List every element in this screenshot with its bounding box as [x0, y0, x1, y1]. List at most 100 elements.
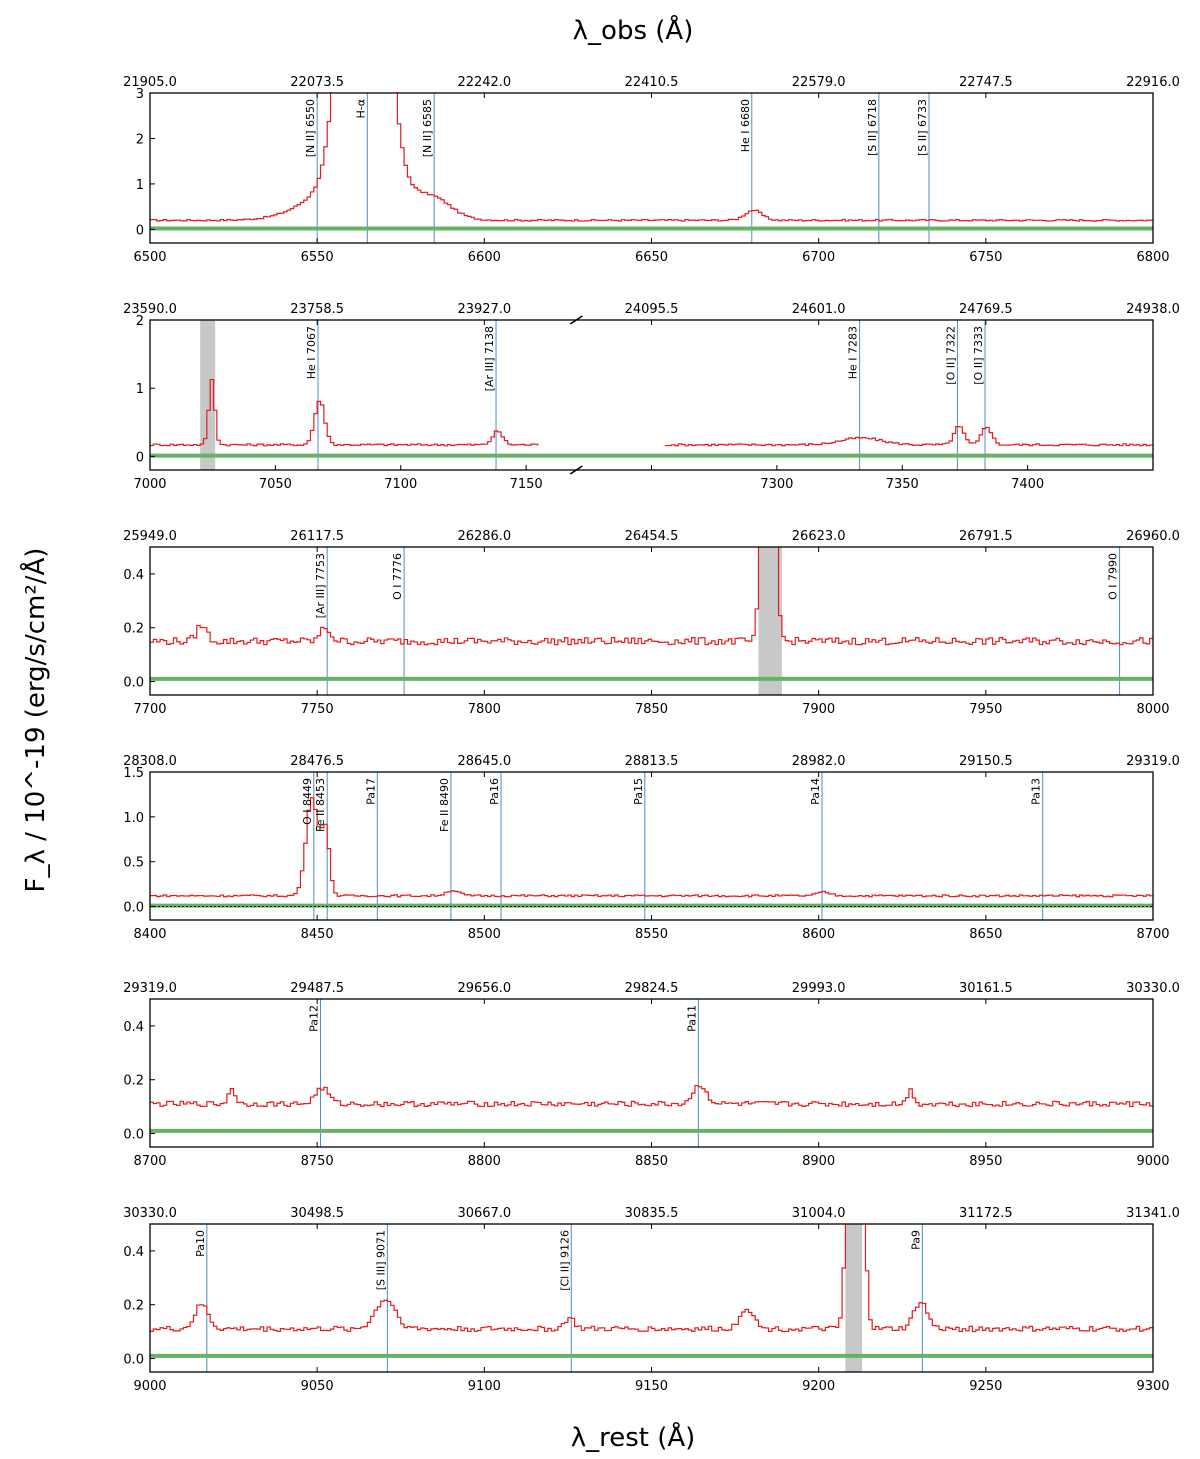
x-tick-label: 7900	[802, 702, 835, 717]
top-tick-label: 31341.0	[1126, 1206, 1180, 1221]
line-label: Pa16	[488, 778, 501, 805]
line-label: O I 8449	[301, 778, 314, 825]
line-label: [S II] 6733	[916, 99, 929, 156]
x-tick-label: 9050	[301, 1379, 334, 1394]
panel-frame	[149, 319, 1154, 471]
x-tick-label: 7950	[969, 702, 1002, 717]
x-tick-label: 9250	[969, 1379, 1002, 1394]
y-tick-label: 2	[136, 314, 144, 329]
x-tick-label: 8000	[1136, 702, 1169, 717]
x-tick-label: 8650	[969, 927, 1002, 942]
x-tick-label: 8700	[133, 1154, 166, 1169]
x-tick-label: 8450	[301, 927, 334, 942]
panel-4: O I 8449 Fe II 8453 Pa17 Fe II 8490 Pa16 Pa15…	[123, 754, 1180, 942]
line-label: Fe II 8490	[438, 778, 451, 832]
top-tick-label: 28982.0	[792, 754, 846, 769]
spectrum-line	[150, 378, 1153, 447]
y-axis-title: F_λ / 10^-19 (erg/s/cm²/Å)	[19, 548, 51, 893]
x-tick-label: 8700	[1136, 927, 1169, 942]
x-tick-label: 8550	[635, 927, 668, 942]
x-tick-label: 8750	[301, 1154, 334, 1169]
y-tick-label: 0.2	[123, 1299, 144, 1314]
top-tick-label: 25949.0	[123, 529, 177, 544]
top-tick-label: 29150.5	[959, 754, 1013, 769]
x-tick-label: 8400	[133, 927, 166, 942]
line-label: Pa12	[308, 1005, 321, 1032]
line-label: Pa17	[364, 778, 377, 805]
top-tick-label: 29487.5	[290, 981, 344, 996]
plot-area	[150, 547, 1153, 695]
top-tick-label: 26286.0	[457, 529, 511, 544]
top-tick-label: 26117.5	[290, 529, 344, 544]
line-label: [N II] 6585	[421, 99, 434, 157]
y-tick-label: 0.2	[123, 622, 144, 637]
top-tick-label: 29993.0	[792, 981, 846, 996]
spectrum-line	[150, 797, 1153, 898]
y-tick-label: 0	[136, 450, 144, 465]
panel-1: [N II] 6550 H-α [N II] 6585 He I 6680 [S II]…	[123, 75, 1180, 265]
spectrum-line	[150, 93, 1153, 222]
top-tick-label: 23927.0	[457, 302, 511, 317]
plot-area	[150, 93, 1153, 243]
line-label: He I 7283	[847, 326, 860, 379]
panel-3: [Ar III] 7753 O I 7776 O I 7990 7700 7750 780…	[123, 529, 1180, 717]
x-tick-label: 6600	[468, 250, 501, 265]
top-tick-label: 31172.5	[959, 1206, 1013, 1221]
top-tick-label: 24095.5	[625, 302, 679, 317]
line-label: [Ar III] 7753	[314, 553, 327, 618]
line-label: [S III] 9071	[374, 1230, 387, 1290]
line-label: [Ar III] 7138	[483, 326, 496, 391]
line-label: [S II] 6718	[866, 99, 879, 156]
y-tick-label: 1.5	[123, 766, 144, 781]
x-tick-label: 6750	[969, 250, 1002, 265]
top-tick-label: 24601.0	[792, 302, 846, 317]
y-tick-label: 0.0	[123, 901, 144, 916]
top-tick-label: 24938.0	[1126, 302, 1180, 317]
y-tick-label: 0.4	[123, 1245, 144, 1260]
axis-break-mark	[569, 315, 583, 325]
x-tick-label: 6550	[301, 250, 334, 265]
x-tick-label: 6650	[635, 250, 668, 265]
x-tick-label: 9000	[1136, 1154, 1169, 1169]
spectrum-line	[150, 1084, 1153, 1108]
x-tick-label: 9100	[468, 1379, 501, 1394]
y-tick-label: 3	[136, 87, 144, 102]
masked-region	[845, 1224, 863, 1372]
panel-2: He I 7067 [Ar III] 7138 He I 7283 [O II] 73…	[123, 302, 1180, 492]
x-tick-label: 8800	[468, 1154, 501, 1169]
x-tick-label: 7300	[760, 477, 793, 492]
x-tick-label: 7800	[468, 702, 501, 717]
x-tick-label: 7050	[259, 477, 292, 492]
top-tick-label: 30330.0	[1126, 981, 1180, 996]
top-tick-label: 23758.5	[290, 302, 344, 317]
top-tick-label: 26454.5	[625, 529, 679, 544]
x-tick-label: 8600	[802, 927, 835, 942]
top-tick-label: 30330.0	[123, 1206, 177, 1221]
top-tick-label: 29319.0	[1126, 754, 1180, 769]
top-tick-label: 30667.0	[457, 1206, 511, 1221]
panel-frame	[149, 546, 1154, 696]
x-tick-label: 8850	[635, 1154, 668, 1169]
top-tick-label: 24769.5	[959, 302, 1013, 317]
top-tick-label: 22242.0	[457, 75, 511, 90]
plot-area	[150, 1224, 1153, 1372]
y-tick-label: 0.0	[123, 1353, 144, 1368]
line-label: Pa15	[632, 778, 645, 805]
line-label: Pa14	[809, 778, 822, 805]
x-tick-label: 9300	[1136, 1379, 1169, 1394]
panel-frame	[149, 1223, 1154, 1373]
x-tick-label: 8500	[468, 927, 501, 942]
y-tick-label: 0.2	[123, 1074, 144, 1089]
x-tick-label: 7000	[133, 477, 166, 492]
x-tick-label: 8950	[969, 1154, 1002, 1169]
plot-area	[150, 320, 1153, 470]
x-tick-label: 6700	[802, 250, 835, 265]
spectrum-line	[150, 1224, 1153, 1333]
y-tick-label: 1	[136, 178, 144, 193]
top-tick-label: 29319.0	[123, 981, 177, 996]
x-tick-label: 7850	[635, 702, 668, 717]
top-tick-label: 30498.5	[290, 1206, 344, 1221]
top-tick-label: 26623.0	[792, 529, 846, 544]
x-tick-label: 9000	[133, 1379, 166, 1394]
line-label: O I 7776	[391, 553, 404, 600]
